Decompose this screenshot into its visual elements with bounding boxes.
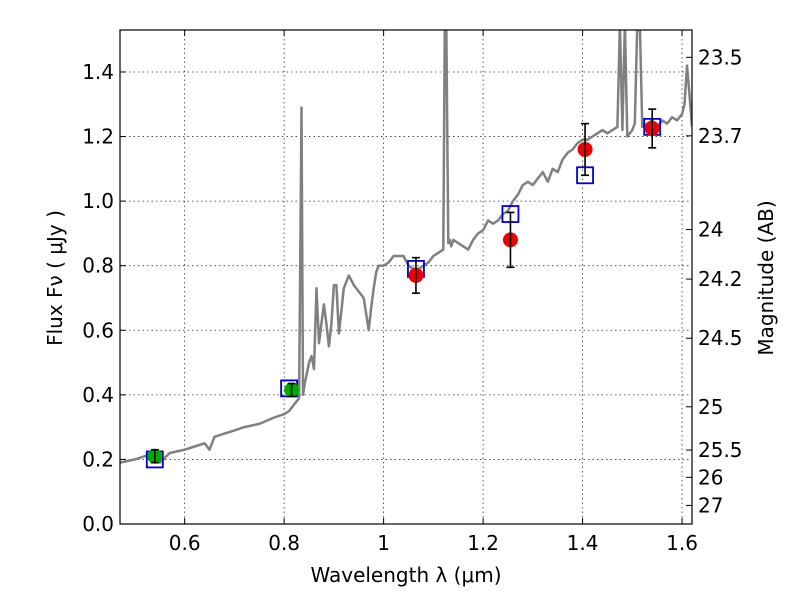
y2-axis-label: Magnitude (AB) — [754, 200, 778, 355]
mag-tick-label: 25.5 — [698, 438, 743, 462]
x-tick-label: 1.4 — [567, 531, 599, 555]
y-tick-label: 0.8 — [82, 254, 114, 278]
x-tick-label: 0.8 — [268, 531, 300, 555]
y-tick-label: 0.4 — [82, 383, 114, 407]
mag-tick-label: 24.2 — [698, 267, 743, 291]
ticks: 0.6 0.8 1 1.2 1.4 1.6 0.0 0.2 0.4 0.6 0.8 1.0 1.2 1.4… — [82, 30, 743, 555]
x-tick-label: 0.6 — [169, 531, 201, 555]
grid — [120, 30, 692, 524]
plot-frame — [119, 29, 693, 525]
mag-tick-label: 26 — [698, 465, 723, 489]
mag-tick-label: 24.5 — [698, 326, 743, 350]
mag-tick-label: 24 — [698, 218, 723, 242]
mag-tick-label: 23.5 — [698, 45, 743, 69]
mag-tick-label: 23.7 — [698, 124, 743, 148]
x-tick-label: 1.2 — [467, 531, 499, 555]
marker-layer — [145, 108, 662, 469]
spectrum-layer — [120, 30, 692, 464]
y-tick-label: 1.2 — [82, 125, 114, 149]
y-axis-label: Flux Fν ( μJy ) — [43, 210, 67, 346]
spectrum-line — [120, 30, 692, 464]
y-tick-label: 0.6 — [82, 318, 114, 342]
x-tick-label: 1.6 — [666, 531, 698, 555]
mag-tick-label: 27 — [698, 493, 723, 517]
y-tick-label: 1.0 — [82, 189, 114, 213]
y-tick-label: 0.0 — [82, 512, 114, 536]
x-axis-label: Wavelength λ (μm) — [310, 563, 501, 587]
y-tick-label: 1.4 — [82, 60, 114, 84]
mag-tick-label: 25 — [698, 395, 723, 419]
x-tick-label: 1 — [377, 531, 390, 555]
y-tick-label: 0.2 — [82, 447, 114, 471]
